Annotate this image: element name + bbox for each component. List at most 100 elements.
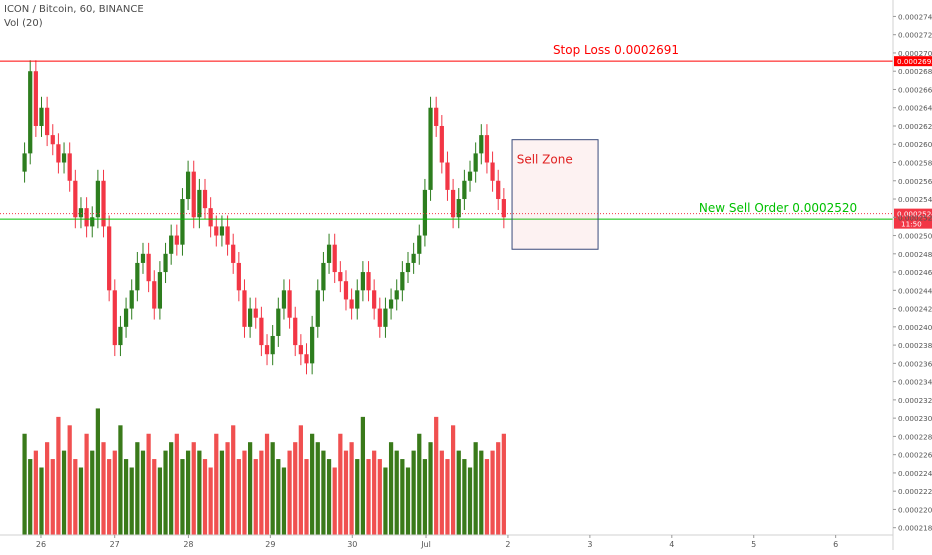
volume-bar [394, 450, 399, 535]
candle-body [157, 272, 163, 309]
candle-body [33, 71, 38, 126]
stop-loss-label: Stop Loss 0.0002691 [553, 43, 679, 57]
volume-bar [326, 459, 332, 535]
volume-bar [293, 442, 298, 535]
candle-body [214, 226, 219, 236]
candle-body [28, 71, 33, 154]
volume-bar [157, 467, 163, 535]
candle-body [281, 290, 287, 309]
candle-body [287, 290, 292, 318]
volume-bar [321, 450, 326, 535]
sell-zone-label: Sell Zone [517, 153, 573, 167]
candle-body [39, 107, 44, 126]
candle-body [417, 235, 422, 254]
candle-body [152, 281, 157, 309]
volume-bar [129, 467, 134, 535]
volume-bar [450, 425, 456, 535]
volume-bar [118, 425, 123, 535]
volume-bar [208, 467, 213, 535]
volume-bar [73, 459, 78, 535]
candle-body [191, 171, 196, 218]
volume-bar [366, 459, 371, 535]
volume-bar [56, 416, 61, 535]
volume-bar [22, 433, 27, 535]
volume-bar [298, 425, 303, 535]
candle-body [236, 262, 241, 291]
candle-body [428, 107, 433, 190]
candle-body [372, 290, 377, 309]
volume-bar [360, 416, 366, 535]
volume-bar [484, 459, 490, 535]
candle-body [56, 144, 61, 163]
volume-bar [467, 467, 473, 535]
volume-bar [163, 450, 168, 535]
candle-body [377, 308, 382, 327]
candle-body [304, 354, 309, 364]
volume-bar [287, 450, 292, 535]
volume-bar [332, 467, 337, 535]
volume-bar [355, 459, 360, 535]
x-tick-label: 5 [751, 540, 756, 549]
volume-bar [383, 467, 388, 535]
x-tick-label: 6 [833, 540, 838, 549]
volume-bar [253, 459, 258, 535]
volume-bar [281, 467, 287, 535]
volume-bar [343, 450, 349, 535]
price-tag: 0.0002692 [897, 57, 932, 66]
volume-indicator-label: Vol (20) [4, 18, 43, 29]
candle-body [259, 317, 264, 346]
volume-bar [349, 442, 354, 535]
candle-body [501, 199, 506, 218]
candle-body [180, 199, 185, 245]
candle-body [450, 189, 456, 218]
candle-body [169, 235, 174, 254]
x-tick-label: 3 [587, 540, 592, 549]
candle-body [411, 253, 416, 263]
candle-body [400, 272, 405, 291]
volume-bar [479, 450, 484, 535]
candle-body [253, 308, 258, 318]
sell-order-label: New Sell Order 0.0002520 [699, 201, 857, 215]
candle-body [388, 299, 394, 309]
volume-bar [377, 459, 382, 535]
candle-body [366, 272, 371, 291]
candle-body [208, 208, 213, 227]
volume-bar [236, 459, 241, 535]
volume-bar [422, 459, 428, 535]
candle-body [338, 272, 343, 282]
candle-body [310, 326, 315, 364]
symbol-title: ICON / Bitcoin, 60, BINANCE [4, 4, 144, 15]
candle-body [405, 262, 411, 273]
candle-body [479, 135, 484, 154]
volume-bar [33, 450, 38, 535]
volume-bar [197, 450, 202, 535]
candle-body [349, 299, 354, 309]
candle-body [185, 171, 191, 200]
volume-bar [338, 433, 343, 535]
candle-body [197, 189, 202, 218]
volume-bar [101, 442, 106, 535]
volume-bar [214, 433, 219, 535]
candle-body [422, 189, 428, 236]
volume-bar [140, 450, 146, 535]
chart-header: ICON / Bitcoin, 60, BINANCE Vol (20) [4, 3, 144, 31]
volume-bar [90, 450, 95, 535]
candle-body [321, 262, 326, 291]
volume-bar [270, 442, 275, 535]
candle-body [315, 290, 320, 327]
